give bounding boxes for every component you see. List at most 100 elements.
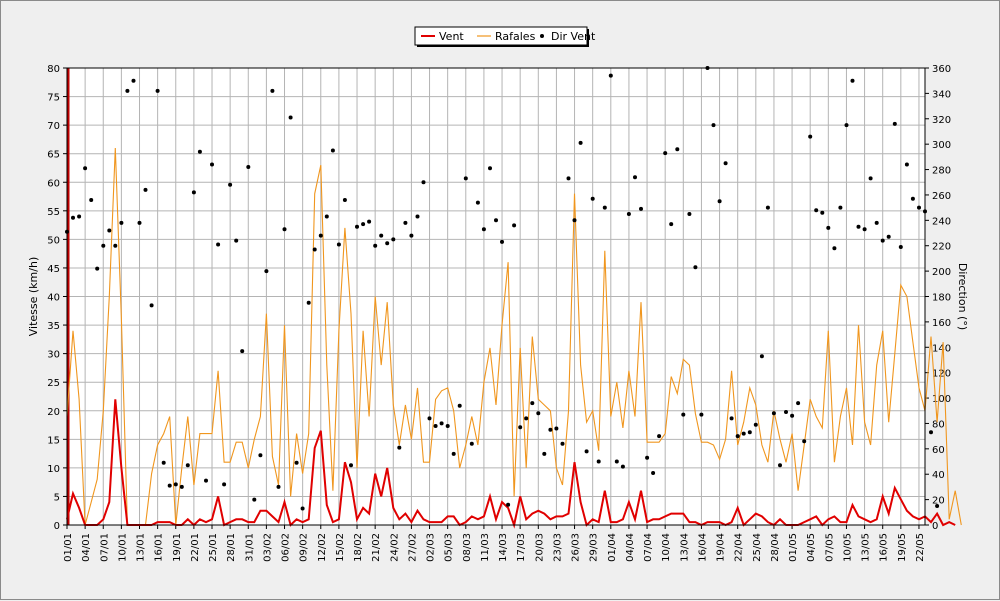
dir-vent-point: [759, 354, 764, 359]
dir-vent-point: [143, 187, 148, 192]
x-tick-label: 04/05: [806, 533, 817, 562]
right-tick-label: 280: [932, 166, 951, 177]
plot-border: [66, 67, 926, 526]
dir-vent-point: [506, 502, 511, 507]
dir-vent-point: [409, 233, 414, 238]
series-rafales-line: [66, 147, 962, 526]
dir-vent-point: [204, 478, 208, 483]
x-tick-label: 13/01: [136, 533, 147, 562]
dir-vent-point: [693, 265, 698, 270]
dir-vent-point: [542, 451, 547, 456]
x-tick-label: 06/02: [281, 533, 292, 562]
dir-vent-point: [790, 413, 795, 418]
dir-vent-point: [596, 459, 601, 464]
dir-vent-point: [778, 463, 782, 468]
dir-vent-point: [167, 483, 172, 488]
left-tick-label: 20: [47, 407, 60, 418]
dir-vent-point: [868, 176, 873, 181]
dir-vent-point: [856, 224, 861, 229]
x-tick-label: 23/03: [552, 533, 563, 562]
x-tick-label: 15/02: [335, 533, 346, 562]
dir-vent-point: [216, 242, 221, 247]
dir-vent-point: [602, 205, 607, 210]
dir-vent-point: [723, 161, 728, 166]
left-tick-label: 40: [47, 293, 60, 304]
dir-vent-point: [415, 214, 420, 219]
dir-vent-point: [802, 439, 807, 444]
left-axis-ticks: 0 5 10 15 20 25 30 35 40 45 50 55 60 65 70 75 80: [47, 64, 67, 532]
dir-vent-point: [699, 412, 704, 417]
dir-vent-point: [536, 411, 541, 416]
dir-vent-point: [324, 214, 329, 219]
dir-vent-point: [403, 220, 408, 225]
x-tick-label: 10/04: [661, 533, 672, 562]
x-tick-label: 04/04: [625, 533, 636, 562]
dir-vent-point: [548, 427, 553, 432]
dir-vent-point: [832, 246, 837, 251]
dir-vent-point: [131, 78, 136, 83]
right-tick-label: 100: [932, 394, 951, 405]
dir-vent-point: [234, 238, 239, 243]
dir-vent-point: [391, 237, 396, 242]
dir-vent-point: [373, 243, 378, 248]
dir-vent-point: [288, 115, 293, 120]
x-tick-label: 25/01: [208, 533, 219, 562]
x-tick-label: 22/04: [734, 533, 745, 562]
x-tick-label: 31/01: [244, 533, 255, 562]
dir-vent-point: [445, 424, 450, 428]
dir-vent-point: [633, 175, 637, 180]
dir-vent-point: [796, 401, 801, 406]
dir-vent-point: [433, 424, 438, 428]
left-tick-label: 25: [47, 378, 60, 389]
left-tick-label: 80: [47, 64, 60, 75]
dir-vent-point: [771, 411, 776, 416]
dir-vent-point: [137, 220, 142, 225]
right-tick-label: 320: [932, 115, 951, 126]
left-axis-title: Vitesse (km/h): [27, 257, 40, 337]
dir-vent-point: [125, 88, 130, 93]
dir-vent-point: [880, 238, 885, 243]
dir-vent-point: [113, 243, 118, 248]
dir-vent-point: [191, 190, 196, 195]
right-tick-label: 140: [932, 343, 951, 354]
dir-vent-point: [862, 227, 867, 232]
x-tick-label: 18/02: [353, 533, 364, 562]
legend: Vent Rafales Dir Vent: [414, 26, 596, 47]
dir-vent-point: [179, 484, 184, 489]
dir-vent-point: [397, 445, 402, 450]
x-tick-label: 07/04: [643, 533, 654, 562]
dir-vent-point: [765, 205, 770, 210]
dir-vent-point: [119, 220, 124, 225]
dir-vent-point: [197, 149, 202, 154]
dir-vent-point: [83, 166, 88, 171]
right-tick-label: 160: [932, 318, 951, 329]
dir-vent-point: [488, 166, 492, 171]
dir-vent-point: [427, 416, 432, 421]
dir-vent-point: [264, 269, 269, 274]
dir-vent-point: [729, 416, 734, 421]
left-tick-label: 45: [47, 264, 60, 275]
dir-vent-point: [753, 422, 758, 427]
dir-vent-point: [645, 455, 650, 460]
dir-vent-point: [240, 349, 245, 354]
grid-lines: [66, 67, 925, 526]
left-tick-label: 15: [47, 435, 60, 446]
dir-vent-point: [161, 460, 166, 465]
dir-vent-point: [850, 78, 855, 83]
dir-vent-point: [101, 243, 106, 248]
dir-vent-point: [258, 453, 263, 458]
right-tick-label: 360: [932, 64, 951, 75]
dir-vent-point: [512, 223, 517, 228]
x-tick-label: 16/04: [697, 533, 708, 562]
dir-vent-point: [657, 434, 662, 439]
dir-vent-point: [898, 245, 903, 249]
dir-vent-point: [222, 482, 227, 487]
left-tick-label: 65: [47, 150, 60, 161]
x-tick-label: 12/02: [317, 533, 328, 562]
right-tick-label: 260: [932, 191, 951, 202]
right-tick-label: 80: [932, 419, 945, 430]
x-tick-label: 22/05: [915, 533, 926, 562]
dir-vent-point: [336, 242, 341, 247]
dir-vent-point: [306, 300, 311, 305]
